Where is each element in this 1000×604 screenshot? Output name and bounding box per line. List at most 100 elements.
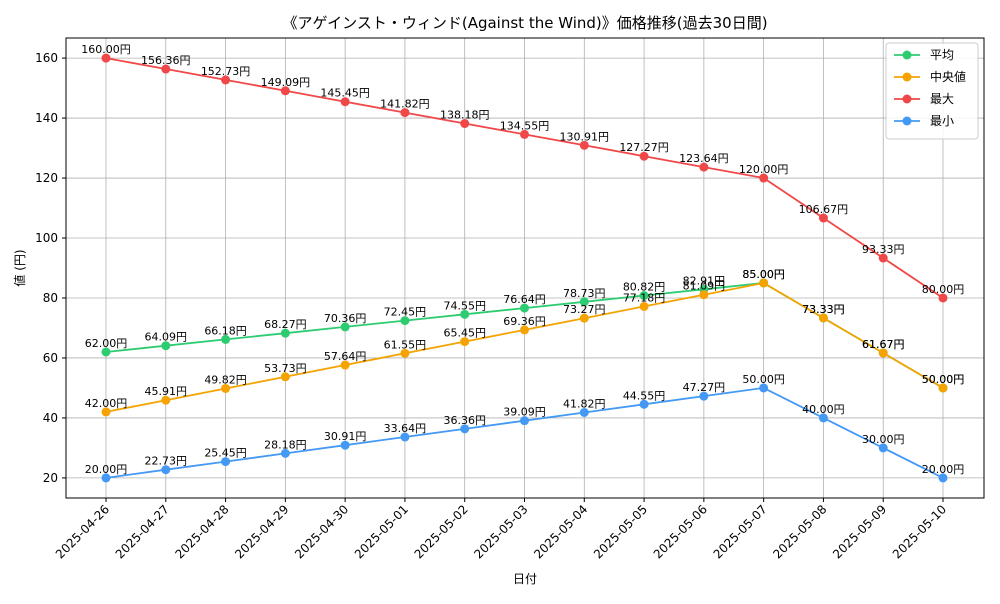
data-label: 152.73円 bbox=[201, 65, 251, 78]
data-point bbox=[520, 303, 529, 313]
data-label: 41.82円 bbox=[563, 397, 606, 410]
data-point bbox=[161, 64, 171, 74]
data-label: 76.64円 bbox=[503, 293, 546, 306]
data-label: 28.18円 bbox=[264, 438, 307, 451]
data-point bbox=[818, 313, 828, 323]
data-point bbox=[101, 53, 111, 63]
data-point bbox=[579, 297, 589, 307]
data-point bbox=[221, 75, 231, 85]
data-point bbox=[400, 432, 410, 442]
data-label: 68.27円 bbox=[264, 318, 307, 331]
y-tick-label: 40 bbox=[43, 411, 58, 425]
data-label: 40.00円 bbox=[802, 403, 845, 416]
data-point bbox=[759, 173, 769, 183]
chart-title: 《アゲインスト・ウィンド(Against the Wind)》価格推移(過去30… bbox=[282, 14, 767, 32]
data-point bbox=[818, 413, 828, 423]
data-label: 57.64円 bbox=[324, 350, 367, 363]
data-label: 74.55円 bbox=[443, 299, 486, 312]
data-point bbox=[101, 347, 111, 357]
data-label: 78.73円 bbox=[563, 287, 606, 300]
y-tick-label: 80 bbox=[43, 291, 58, 305]
data-label: 149.09円 bbox=[261, 76, 311, 89]
y-tick-label: 20 bbox=[43, 471, 58, 485]
data-point bbox=[460, 309, 470, 319]
data-label: 45.91円 bbox=[145, 385, 188, 398]
x-axis-label: 日付 bbox=[513, 572, 537, 586]
data-label: 33.64円 bbox=[384, 422, 427, 435]
data-point bbox=[699, 290, 709, 300]
y-tick-label: 100 bbox=[35, 231, 58, 245]
data-point bbox=[460, 424, 470, 434]
data-label: 80.82円 bbox=[623, 281, 666, 294]
data-label: 156.36円 bbox=[141, 54, 191, 67]
data-point bbox=[520, 416, 529, 426]
data-label: 44.55円 bbox=[623, 389, 666, 402]
data-label: 69.36円 bbox=[503, 315, 546, 328]
data-label: 50.00円 bbox=[922, 373, 965, 386]
data-point bbox=[579, 313, 589, 323]
data-point bbox=[759, 383, 769, 393]
data-point bbox=[161, 465, 171, 475]
data-point bbox=[699, 391, 709, 401]
legend-marker bbox=[902, 116, 912, 126]
data-point bbox=[221, 334, 231, 344]
data-point bbox=[101, 407, 111, 417]
data-label: 72.45円 bbox=[384, 306, 427, 319]
data-point bbox=[400, 348, 410, 358]
data-point bbox=[639, 399, 649, 409]
legend-entry: 平均 bbox=[930, 48, 954, 62]
data-label: 127.27円 bbox=[619, 141, 669, 154]
data-label: 138.18円 bbox=[440, 109, 490, 122]
data-label: 134.55円 bbox=[500, 119, 550, 132]
data-label: 61.55円 bbox=[384, 338, 427, 351]
y-tick-label: 160 bbox=[35, 51, 58, 65]
data-point bbox=[161, 341, 171, 351]
legend-marker bbox=[902, 72, 912, 82]
data-label: 120.00円 bbox=[739, 163, 789, 176]
data-label: 70.36円 bbox=[324, 312, 367, 325]
legend-entry: 中央値 bbox=[930, 69, 966, 84]
data-point bbox=[579, 140, 589, 150]
data-point bbox=[161, 395, 171, 405]
data-label: 30.00円 bbox=[862, 433, 905, 446]
data-label: 20.00円 bbox=[85, 463, 128, 476]
data-point bbox=[699, 162, 709, 172]
data-label: 123.64円 bbox=[679, 152, 729, 165]
data-point bbox=[520, 129, 529, 139]
data-point bbox=[579, 407, 589, 417]
data-label: 22.73円 bbox=[145, 455, 188, 468]
data-label: 93.33円 bbox=[862, 243, 905, 256]
data-point bbox=[221, 457, 231, 467]
data-label: 42.00円 bbox=[85, 397, 128, 410]
data-point bbox=[340, 440, 350, 450]
data-point bbox=[280, 372, 290, 382]
data-point bbox=[280, 86, 290, 96]
y-tick-label: 120 bbox=[35, 171, 58, 185]
data-label: 20.00円 bbox=[922, 463, 965, 476]
legend-marker bbox=[902, 94, 912, 104]
data-point bbox=[460, 119, 470, 129]
data-point bbox=[639, 151, 649, 161]
data-label: 61.67円 bbox=[862, 338, 905, 351]
data-label: 62.00円 bbox=[85, 337, 128, 350]
data-label: 61.67円 bbox=[862, 338, 905, 351]
data-label: 25.45円 bbox=[204, 447, 247, 460]
data-label: 73.33円 bbox=[802, 303, 845, 316]
y-tick-label: 140 bbox=[35, 111, 58, 125]
data-point bbox=[639, 291, 649, 301]
data-point bbox=[520, 325, 529, 335]
data-point bbox=[340, 97, 350, 107]
data-label: 36.36円 bbox=[443, 414, 486, 427]
data-point bbox=[878, 348, 888, 358]
data-label: 50.00円 bbox=[922, 373, 965, 386]
data-label: 66.18円 bbox=[204, 324, 247, 337]
y-tick-label: 60 bbox=[43, 351, 58, 365]
data-label: 85.00円 bbox=[742, 268, 785, 281]
legend-entry: 最大 bbox=[930, 92, 954, 106]
data-label: 82.91円 bbox=[683, 274, 726, 287]
data-label: 53.73円 bbox=[264, 362, 307, 375]
data-point bbox=[101, 473, 111, 483]
data-label: 39.09円 bbox=[503, 406, 546, 419]
data-label: 80.00円 bbox=[922, 283, 965, 296]
